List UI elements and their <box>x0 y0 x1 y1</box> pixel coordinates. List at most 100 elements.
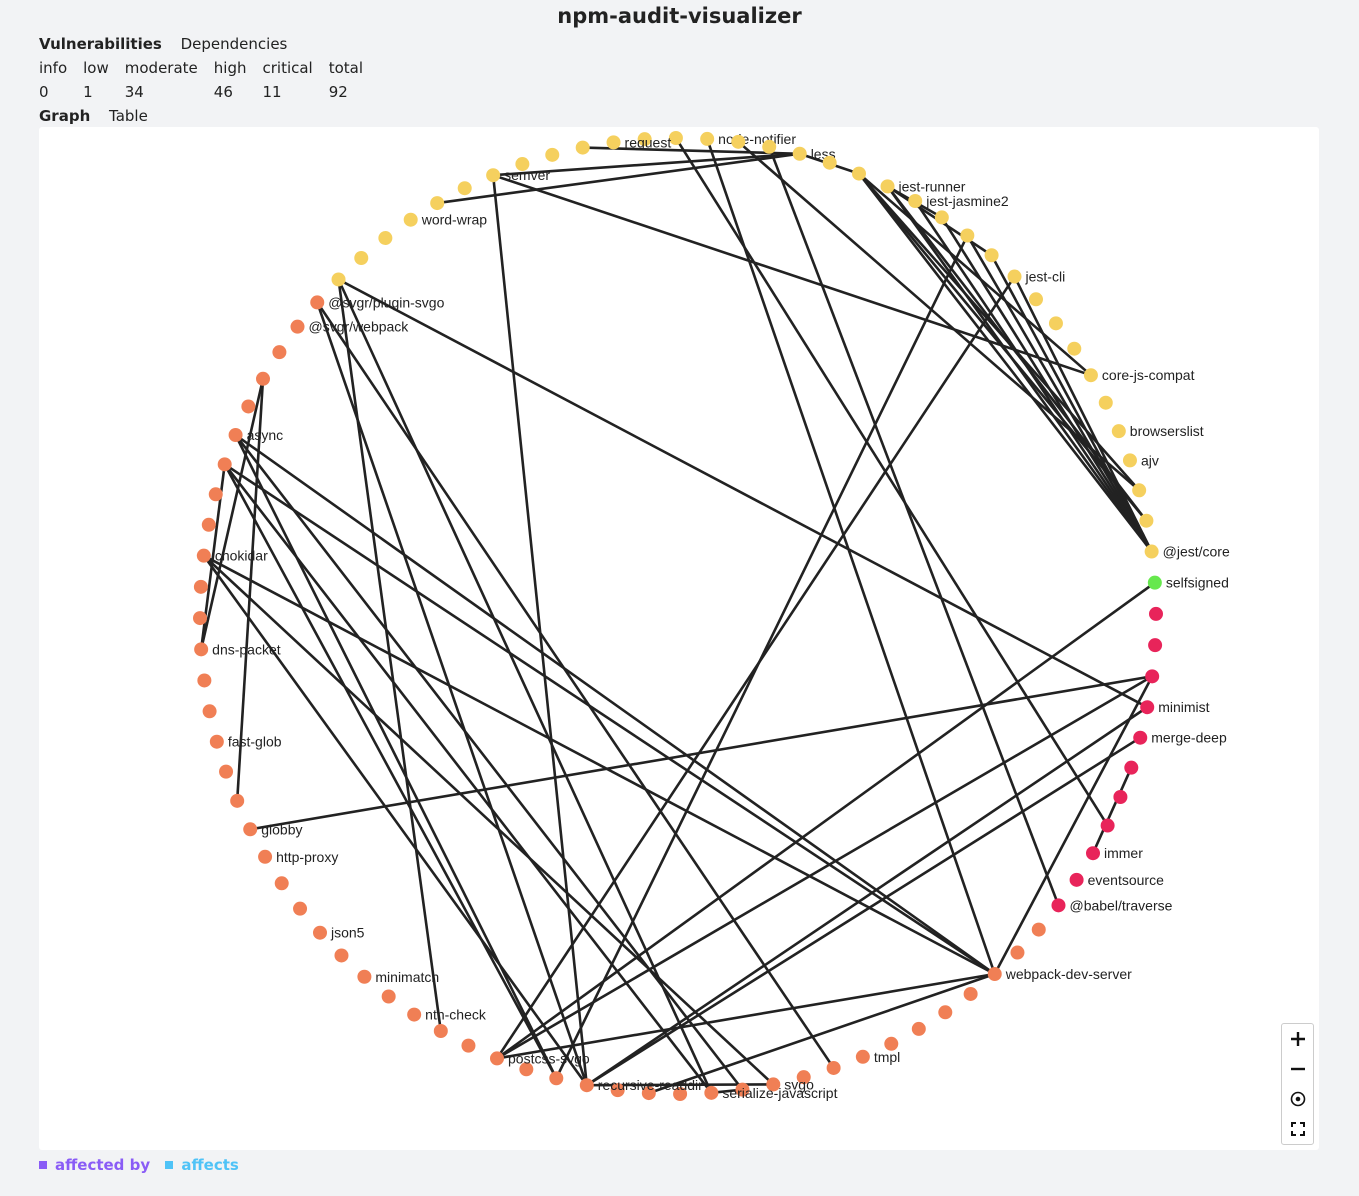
graph-node[interactable]: jest-runner <box>880 178 966 194</box>
node-dot[interactable] <box>1098 395 1113 410</box>
graph-node[interactable] <box>1031 922 1046 937</box>
graph-node[interactable]: webpack-dev-server <box>987 966 1132 982</box>
node-dot[interactable] <box>407 1007 422 1022</box>
node-dot[interactable] <box>378 231 393 246</box>
graph-node[interactable]: nth-check <box>407 1007 487 1023</box>
graph-node[interactable] <box>610 1083 625 1098</box>
tab-dependencies[interactable]: Dependencies <box>180 35 288 53</box>
graph-node[interactable] <box>461 1038 476 1053</box>
graph-node[interactable] <box>433 1023 448 1038</box>
graph-node[interactable] <box>851 166 866 181</box>
node-dot[interactable] <box>219 764 234 779</box>
node-dot[interactable] <box>193 579 208 594</box>
node-dot[interactable] <box>822 155 837 170</box>
graph-node[interactable] <box>1148 606 1163 621</box>
node-dot[interactable] <box>354 250 369 265</box>
graph-node[interactable] <box>219 764 234 779</box>
graph-node[interactable] <box>193 611 208 626</box>
graph-node[interactable]: fast-glob <box>209 734 282 750</box>
graph-node[interactable]: word-wrap <box>403 212 488 228</box>
graph-node[interactable] <box>641 1086 656 1101</box>
graph-node[interactable] <box>637 132 652 147</box>
node-dot[interactable] <box>290 319 305 334</box>
node-dot[interactable] <box>938 1005 953 1020</box>
graph-node[interactable] <box>735 1082 750 1097</box>
graph-node[interactable]: jest-jasmine2 <box>908 193 1009 209</box>
node-dot[interactable] <box>357 969 372 984</box>
graph-node[interactable]: selfsigned <box>1147 575 1229 591</box>
node-dot[interactable] <box>1029 292 1044 307</box>
node-dot[interactable] <box>197 673 212 688</box>
graph-node[interactable] <box>241 399 256 414</box>
graph-node[interactable]: postcss-svgo <box>490 1050 590 1066</box>
graph-node[interactable] <box>1067 341 1082 356</box>
node-dot[interactable] <box>201 517 216 532</box>
node-dot[interactable] <box>272 345 287 360</box>
graph-node[interactable] <box>197 673 212 688</box>
graph-node[interactable] <box>378 231 393 246</box>
node-dot[interactable] <box>256 371 271 386</box>
node-dot[interactable] <box>934 210 949 225</box>
node-dot[interactable] <box>960 228 975 243</box>
node-dot[interactable] <box>230 793 245 808</box>
graph-node[interactable]: request <box>606 134 672 150</box>
node-dot[interactable] <box>1069 872 1084 887</box>
zoom-in-button[interactable] <box>1282 1024 1313 1054</box>
node-dot[interactable] <box>1085 846 1100 861</box>
node-dot[interactable] <box>610 1083 625 1098</box>
graph-node[interactable] <box>430 196 445 211</box>
node-dot[interactable] <box>575 140 590 155</box>
node-dot[interactable] <box>735 1082 750 1097</box>
graph-node[interactable] <box>731 134 746 149</box>
graph-node[interactable]: jest-cli <box>1007 269 1066 285</box>
zoom-out-button[interactable] <box>1282 1054 1313 1084</box>
graph-node[interactable]: browserslist <box>1111 423 1204 439</box>
node-dot[interactable] <box>1145 669 1160 684</box>
node-dot[interactable] <box>208 487 223 502</box>
graph-node[interactable]: core-js-compat <box>1083 367 1195 383</box>
node-dot[interactable] <box>579 1078 594 1093</box>
graph-node[interactable] <box>1113 789 1128 804</box>
node-dot[interactable] <box>987 967 1002 982</box>
graph-node[interactable] <box>230 793 245 808</box>
graph-node[interactable] <box>963 986 978 1001</box>
node-dot[interactable] <box>381 989 396 1004</box>
graph-node[interactable]: minimist <box>1140 699 1210 715</box>
graph-node[interactable]: eventsource <box>1069 872 1164 888</box>
graph-node[interactable]: dns-packet <box>194 641 281 657</box>
graph-node[interactable] <box>934 210 949 225</box>
fit-view-button[interactable] <box>1282 1114 1313 1144</box>
node-dot[interactable] <box>209 734 224 749</box>
reset-view-button[interactable] <box>1282 1084 1313 1114</box>
node-dot[interactable] <box>762 139 777 154</box>
graph-node[interactable]: @jest/core <box>1144 544 1230 560</box>
node-dot[interactable] <box>826 1060 841 1075</box>
graph-node[interactable]: merge-deep <box>1133 730 1227 746</box>
node-dot[interactable] <box>1051 898 1066 913</box>
graph-node[interactable] <box>1010 945 1025 960</box>
node-dot[interactable] <box>1031 922 1046 937</box>
node-dot[interactable] <box>1148 638 1163 653</box>
node-dot[interactable] <box>1113 789 1128 804</box>
graph-node[interactable]: minimatch <box>357 969 439 985</box>
node-dot[interactable] <box>549 1071 564 1086</box>
node-dot[interactable] <box>1111 424 1126 439</box>
graph-node[interactable] <box>1132 483 1147 498</box>
node-dot[interactable] <box>700 131 715 146</box>
graph-node[interactable] <box>545 147 560 162</box>
node-dot[interactable] <box>673 1086 688 1101</box>
node-dot[interactable] <box>519 1062 534 1077</box>
node-dot[interactable] <box>908 194 923 209</box>
graph-node[interactable] <box>354 250 369 265</box>
node-dot[interactable] <box>310 295 325 310</box>
graph-node[interactable] <box>202 704 217 719</box>
node-dot[interactable] <box>545 147 560 162</box>
node-dot[interactable] <box>1144 544 1159 559</box>
node-dot[interactable] <box>792 146 807 161</box>
node-dot[interactable] <box>515 157 530 172</box>
node-dot[interactable] <box>1124 760 1139 775</box>
node-dot[interactable] <box>1010 945 1025 960</box>
node-dot[interactable] <box>1122 453 1137 468</box>
node-dot[interactable] <box>1067 341 1082 356</box>
graph-node[interactable] <box>519 1062 534 1077</box>
